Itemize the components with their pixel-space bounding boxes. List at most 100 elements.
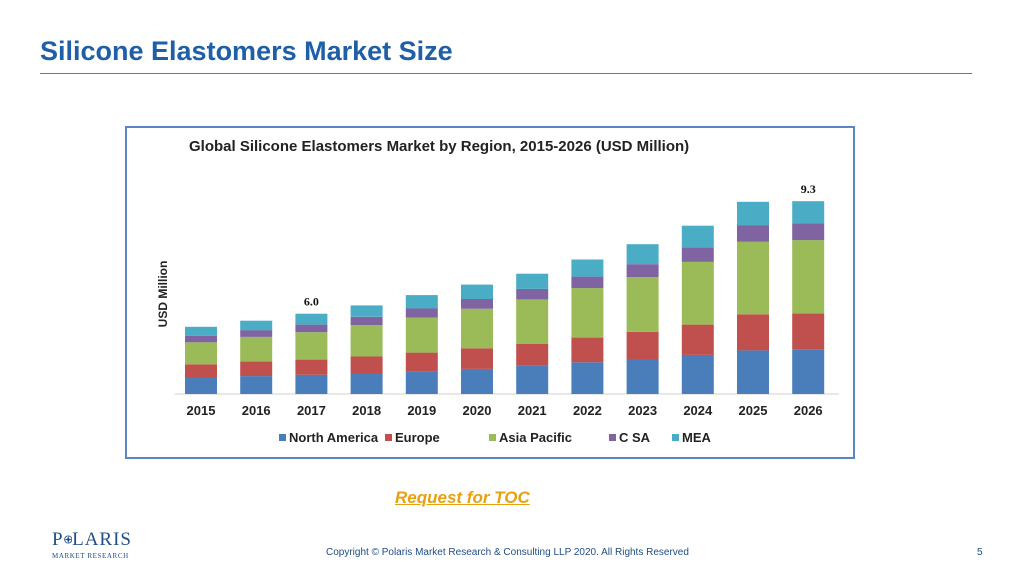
x-tick-2015: 2015 <box>187 403 216 418</box>
bar-segment-2023-mea <box>626 244 659 265</box>
bar-segment-2021-north-america <box>516 366 549 394</box>
bar-segment-2024-asia-pacific <box>681 262 714 325</box>
bar-segment-2021-asia-pacific <box>516 299 549 344</box>
bar-segment-2019-c-sa <box>405 308 438 318</box>
bar-segment-2015-mea <box>185 326 217 336</box>
bar-segment-2015-europe <box>185 364 217 378</box>
logo-subtitle: MARKET RESEARCH <box>52 552 129 560</box>
legend-label-mea: MEA <box>682 430 712 445</box>
bar-segment-2026-mea <box>792 201 825 224</box>
bar-segment-2018-north-america <box>350 373 383 394</box>
x-tick-2019: 2019 <box>407 403 436 418</box>
chart-panel: Global Silicone Elastomers Market by Reg… <box>125 126 855 459</box>
bar-segment-2017-north-america <box>295 374 328 394</box>
bar-segment-2019-mea <box>405 295 438 309</box>
bar-segment-2026-europe <box>792 313 825 350</box>
bar-segment-2023-asia-pacific <box>626 277 659 332</box>
bar-segment-2024-north-america <box>681 354 714 394</box>
bar-segment-2020-c-sa <box>461 299 493 309</box>
bar-segment-2024-europe <box>681 324 714 355</box>
chart-title: Global Silicone Elastomers Market by Reg… <box>189 138 689 155</box>
bar-segment-2024-c-sa <box>681 247 714 262</box>
bar-segment-2025-c-sa <box>737 225 769 242</box>
bar-segment-2019-north-america <box>405 371 438 394</box>
bar-segment-2016-north-america <box>240 376 273 394</box>
bar-segment-2026-asia-pacific <box>792 240 825 314</box>
bar-segment-2016-asia-pacific <box>240 336 273 362</box>
bar-segment-2022-mea <box>571 259 604 277</box>
bar-segment-2020-asia-pacific <box>461 308 493 349</box>
x-tick-2016: 2016 <box>242 403 271 418</box>
stacked-bar-chart: Global Silicone Elastomers Market by Reg… <box>156 138 839 445</box>
bar-segment-2016-c-sa <box>240 330 273 337</box>
bar-segment-2021-c-sa <box>516 288 549 300</box>
bar-segment-2018-europe <box>350 356 383 373</box>
bar-segment-2020-mea <box>461 284 493 299</box>
bar-segment-2017-asia-pacific <box>295 332 328 360</box>
x-tick-2026: 2026 <box>794 403 823 418</box>
bar-segment-2025-mea <box>737 201 769 226</box>
bar-segment-2018-asia-pacific <box>350 325 383 357</box>
legend-swatch-mea <box>672 434 679 441</box>
bar-segment-2018-mea <box>350 305 383 317</box>
x-tick-2020: 2020 <box>463 403 492 418</box>
bar-segment-2018-c-sa <box>350 316 383 325</box>
title-divider <box>40 73 972 74</box>
x-tick-2023: 2023 <box>628 403 657 418</box>
bar-segment-2017-europe <box>295 359 328 375</box>
bar-segment-2016-europe <box>240 361 273 377</box>
legend-label-asia-pacific: Asia Pacific <box>499 430 572 445</box>
bar-segment-2015-c-sa <box>185 335 217 343</box>
x-tick-2018: 2018 <box>352 403 381 418</box>
data-label-2026: 9.3 <box>801 182 816 196</box>
logo-letters: LARIS <box>72 529 132 550</box>
legend-label-europe: Europe <box>395 430 440 445</box>
bar-segment-2024-mea <box>681 225 714 248</box>
bar-segment-2023-north-america <box>626 359 659 394</box>
bar-segment-2022-c-sa <box>571 276 604 289</box>
polaris-logo: P LARIS MARKET RESEARCH <box>52 530 132 560</box>
copyright-text: Copyright © Polaris Market Research & Co… <box>326 547 689 558</box>
bar-segment-2020-north-america <box>461 368 493 394</box>
legend-swatch-europe <box>385 434 392 441</box>
bar-segment-2015-north-america <box>185 377 217 394</box>
x-tick-2024: 2024 <box>683 403 713 418</box>
bar-segment-2025-asia-pacific <box>737 241 769 315</box>
bar-segment-2021-mea <box>516 273 549 289</box>
bar-segment-2025-north-america <box>737 350 769 394</box>
bar-segment-2017-mea <box>295 313 328 325</box>
legend-swatch-asia-pacific <box>489 434 496 441</box>
bar-segment-2026-north-america <box>792 349 825 394</box>
y-axis-label: USD Million <box>156 261 170 328</box>
bar-segment-2015-asia-pacific <box>185 342 217 365</box>
bar-segment-2026-c-sa <box>792 223 825 241</box>
legend-swatch-north-america <box>279 434 286 441</box>
bars-group <box>185 201 825 394</box>
data-labels: 6.0 9.3 <box>304 182 816 309</box>
bar-segment-2023-c-sa <box>626 264 659 277</box>
bar-segment-2016-mea <box>240 320 273 331</box>
data-label-2017: 6.0 <box>304 295 319 309</box>
legend-label-c-sa: C SA <box>619 430 651 445</box>
legend-swatch-c-sa <box>609 434 616 441</box>
x-tick-labels: 2015 2016 2017 2018 2019 2020 2021 2022 2023 2024… <box>187 403 823 418</box>
bar-segment-2025-europe <box>737 314 769 351</box>
x-tick-2025: 2025 <box>739 403 768 418</box>
x-tick-2022: 2022 <box>573 403 602 418</box>
bar-segment-2020-europe <box>461 348 493 369</box>
slide-title: Silicone Elastomers Market Size <box>40 36 453 66</box>
logo-letter-p: P <box>52 529 64 550</box>
request-toc-link[interactable]: Request for TOC <box>395 488 530 507</box>
compass-star-icon <box>63 535 72 544</box>
bar-segment-2019-asia-pacific <box>405 317 438 353</box>
bar-segment-2019-europe <box>405 352 438 372</box>
bar-segment-2022-north-america <box>571 362 604 394</box>
page-number: 5 <box>977 547 983 558</box>
bar-segment-2023-europe <box>626 331 659 359</box>
bar-segment-2017-c-sa <box>295 324 328 333</box>
x-tick-2021: 2021 <box>518 403 547 418</box>
bar-segment-2022-europe <box>571 337 604 363</box>
x-tick-2017: 2017 <box>297 403 326 418</box>
legend-label-north-america: North America <box>289 430 379 445</box>
bar-segment-2021-europe <box>516 343 549 366</box>
